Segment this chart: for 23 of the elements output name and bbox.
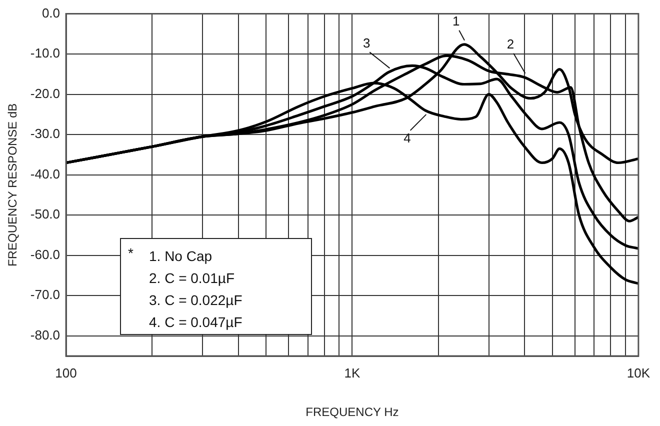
annotation: 2. C = 0.01µF — [148, 269, 236, 288]
x-tick-label: 1K — [344, 365, 361, 380]
x-tick-label: 100 — [55, 365, 77, 380]
y-tick-label: -50.0 — [30, 206, 60, 222]
annotation: * — [128, 244, 134, 263]
series-label: 2 — [506, 36, 514, 52]
series-label: 4 — [404, 130, 411, 146]
x-axis-title: FREQUENCY Hz — [306, 405, 399, 420]
y-tick-label: -10.0 — [30, 46, 60, 61]
y-tick-label: -80.0 — [30, 327, 60, 342]
y-tick-label: -30.0 — [30, 126, 60, 142]
y-tick-label: -20.0 — [30, 86, 60, 101]
y-axis-title: FREQUENCY RESPONSE dB — [6, 103, 20, 266]
y-tick-label: 0.0 — [42, 5, 60, 20]
y-tick-label: -40.0 — [30, 166, 60, 182]
x-tick-label: 10K — [626, 365, 650, 380]
annotation: 3. C = 0.022µF — [148, 291, 244, 310]
y-tick-label: -70.0 — [30, 287, 60, 302]
series-label: 1 — [452, 13, 460, 28]
annotation: 4. C = 0.047µF — [148, 313, 244, 332]
text: 3 — [362, 35, 370, 50]
y-tick-label: -60.0 — [30, 246, 60, 262]
annotation: 1. No Cap — [148, 247, 214, 266]
